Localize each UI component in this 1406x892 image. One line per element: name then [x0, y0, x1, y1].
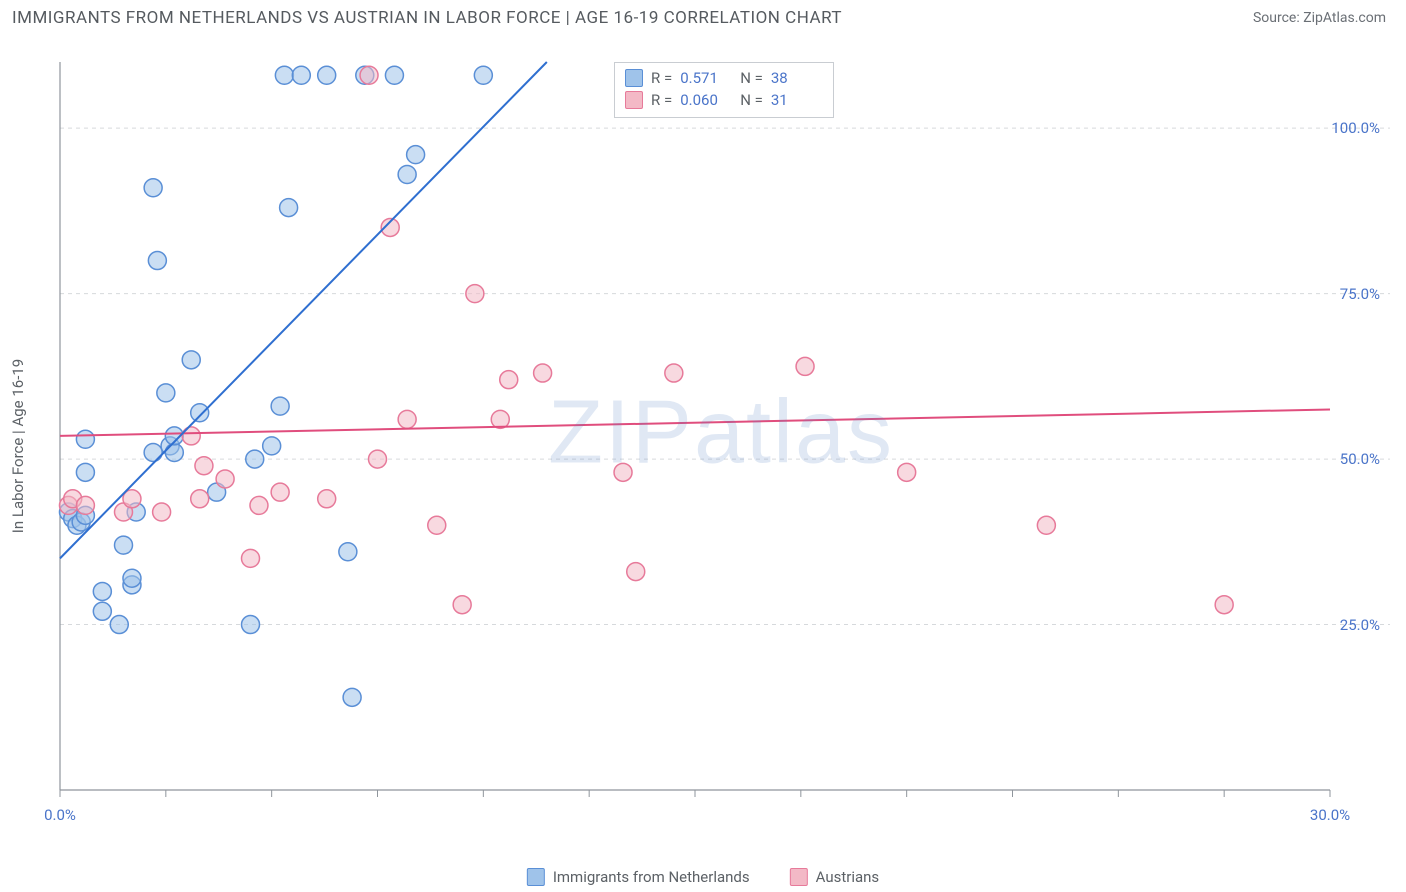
correlation-stats-box: R = 0.571 N = 38 R = 0.060 N = 31: [614, 62, 834, 118]
legend-item-austrians: Austrians: [790, 868, 880, 886]
n-label: N =: [740, 91, 763, 109]
n-value: 31: [771, 91, 823, 109]
stats-row-austrians: R = 0.060 N = 31: [625, 89, 823, 111]
series-swatch-netherlands: [625, 69, 643, 87]
y-tick-label: 100.0%: [1331, 119, 1380, 137]
r-label: R =: [651, 69, 672, 87]
legend-label: Austrians: [816, 868, 880, 886]
y-tick-label: 50.0%: [1340, 450, 1380, 468]
scatter-plot-svg: [52, 38, 1390, 828]
r-label: R =: [651, 91, 672, 109]
header: IMMIGRANTS FROM NETHERLANDS VS AUSTRIAN …: [0, 0, 1406, 34]
stats-row-netherlands: R = 0.571 N = 38: [625, 67, 823, 89]
n-value: 38: [771, 69, 823, 87]
x-tick-label: 30.0%: [1310, 806, 1350, 824]
legend-swatch-austrians: [790, 868, 808, 886]
n-label: N =: [740, 69, 763, 87]
x-tick-label: 0.0%: [44, 806, 76, 824]
source-attribution: Source: ZipAtlas.com: [1253, 10, 1386, 26]
legend-item-netherlands: Immigrants from Netherlands: [527, 868, 750, 886]
legend-swatch-netherlands: [527, 868, 545, 886]
page-title: IMMIGRANTS FROM NETHERLANDS VS AUSTRIAN …: [12, 8, 842, 28]
series-swatch-austrians: [625, 91, 643, 109]
y-axis-label: In Labor Force | Age 16-19: [9, 359, 27, 533]
y-tick-label: 25.0%: [1340, 616, 1380, 634]
correlation-chart: ZIPatlas R =0.571N =38R =0.060N =31 25.0…: [52, 38, 1390, 828]
r-value: 0.060: [680, 91, 732, 109]
legend-bottom: Immigrants from Netherlands Austrians: [527, 868, 879, 886]
y-tick-label: 75.0%: [1340, 285, 1380, 303]
r-value: 0.571: [680, 69, 732, 87]
legend-label: Immigrants from Netherlands: [553, 868, 750, 886]
